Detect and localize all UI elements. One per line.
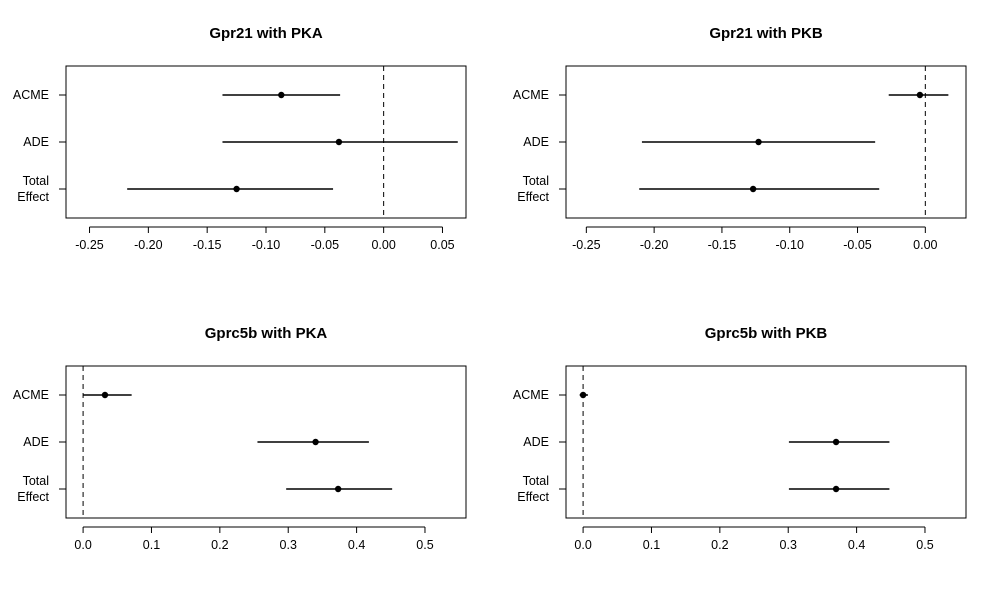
x-tick-label: 0.00 (371, 238, 395, 252)
x-tick-label: 0.2 (211, 538, 228, 552)
chart-panel-3: Gprc5b with PKA 0.0 0.1 0.2 0.3 0.4 0.5 ACME ADE… (13, 325, 467, 552)
chart-title: Gpr21 with PKA (209, 25, 323, 42)
x-tick-label: 0.3 (780, 538, 797, 552)
x-tick-label: 0.1 (143, 538, 160, 552)
x-tick-label: 0.0 (574, 538, 591, 552)
x-tick-label: 0.5 (416, 538, 433, 552)
x-tick-label: -0.20 (640, 238, 669, 252)
x-tick-label: 0.1 (643, 538, 660, 552)
chart-title: Gprc5b with PKB (705, 325, 828, 342)
category-label: ACME (513, 388, 549, 402)
chart-panel-2: Gpr21 with PKB -0.25 -0.20 -0.15 -0.10 -0.05 0… (513, 25, 967, 252)
chart-title: Gpr21 with PKB (709, 25, 823, 42)
x-tick-label: -0.25 (75, 238, 104, 252)
point-estimate-total-effect (749, 185, 757, 193)
x-tick-label: 0.2 (711, 538, 728, 552)
category-label: ACME (513, 88, 549, 102)
category-label: Effect (517, 190, 549, 204)
x-tick-label: -0.05 (311, 238, 340, 252)
point-estimate-total-effect (334, 485, 342, 493)
x-tick-label: -0.10 (775, 238, 804, 252)
plot-frame (565, 365, 967, 519)
x-tick-label: 0.4 (848, 538, 865, 552)
chart-title: Gprc5b with PKA (205, 325, 328, 342)
category-label: ADE (523, 135, 549, 149)
point-estimate-ade (312, 438, 319, 446)
point-estimate-acme (579, 391, 587, 399)
point-estimate-ade (335, 138, 343, 146)
category-label: ADE (523, 435, 549, 449)
category-label: Effect (17, 490, 49, 504)
category-label: Effect (17, 190, 49, 204)
category-label: Total (523, 474, 549, 488)
x-tick-label: -0.25 (572, 238, 601, 252)
chart-panel-4: Gprc5b with PKB 0.0 0.1 0.2 0.3 0.4 0.5 ACME ADE… (513, 325, 967, 552)
point-estimate-acme (916, 91, 924, 99)
category-label: Total (23, 474, 49, 488)
point-estimate-total-effect (233, 185, 240, 193)
x-tick-label: -0.10 (252, 238, 281, 252)
category-label: ACME (13, 388, 49, 402)
x-tick-label: 0.4 (348, 538, 365, 552)
x-tick-label: -0.15 (193, 238, 222, 252)
point-estimate-ade (832, 438, 840, 446)
category-label: ADE (23, 435, 49, 449)
point-estimate-acme (101, 391, 109, 399)
point-estimate-ade (755, 138, 762, 146)
category-label: Total (523, 174, 549, 188)
x-tick-label: 0.0 (74, 538, 91, 552)
category-label: ADE (23, 135, 49, 149)
category-label: Total (23, 174, 49, 188)
category-label: Effect (517, 490, 549, 504)
category-label: ACME (13, 88, 49, 102)
x-tick-label: 0.3 (280, 538, 297, 552)
x-tick-label: 0.00 (913, 238, 937, 252)
x-tick-label: -0.05 (843, 238, 872, 252)
x-tick-label: 0.05 (430, 238, 454, 252)
point-estimate-acme (278, 91, 285, 99)
x-tick-label: -0.15 (708, 238, 737, 252)
x-tick-label: -0.20 (134, 238, 163, 252)
point-estimate-total-effect (832, 485, 840, 493)
x-tick-label: 0.5 (916, 538, 933, 552)
chart-panel-1: Gpr21 with PKA -0.25 -0.20 -0.15 -0.10 -0.05 0… (13, 25, 467, 252)
